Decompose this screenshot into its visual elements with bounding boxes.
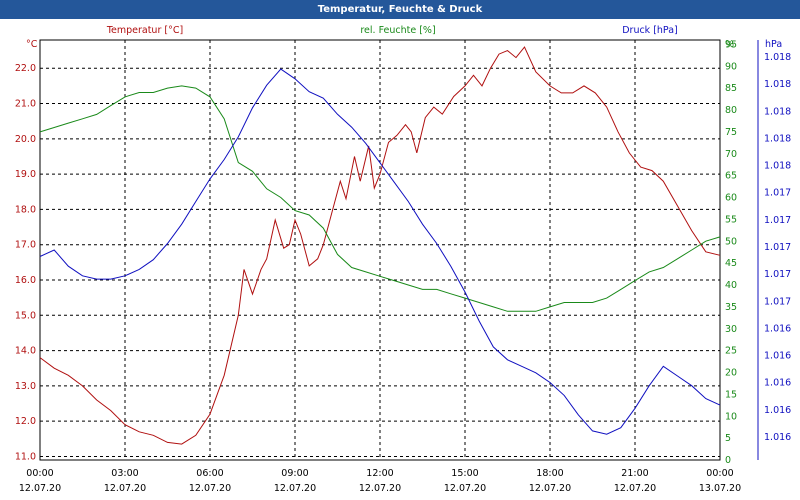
- tick-label-temperature: 12.0: [15, 416, 36, 427]
- tick-label-x-date: 12.07.20: [444, 483, 486, 494]
- tick-label-humidity: 75: [725, 127, 737, 138]
- tick-label-pressure: 1.016: [764, 351, 791, 362]
- tick-label-x-date: 12.07.20: [19, 483, 61, 494]
- axis-unit-humidity: %: [725, 39, 734, 50]
- tick-label-temperature: 17.0: [15, 240, 36, 251]
- tick-label-x-time: 09:00: [281, 468, 308, 479]
- axis-label-temperature: Temperatur [°C]: [106, 25, 183, 36]
- tick-label-humidity: 80: [725, 105, 737, 116]
- tick-label-pressure: 1.017: [764, 296, 791, 307]
- tick-label-humidity: 85: [725, 83, 737, 94]
- tick-label-x-time: 21:00: [621, 468, 648, 479]
- axis-label-humidity: rel. Feuchte [%]: [360, 25, 435, 36]
- tick-label-x-time: 18:00: [536, 468, 563, 479]
- tick-label-humidity: 60: [725, 193, 737, 204]
- tick-label-x-time: 12:00: [366, 468, 393, 479]
- tick-label-x-date: 12.07.20: [189, 483, 231, 494]
- tick-label-temperature: 20.0: [15, 134, 36, 145]
- tick-label-x-date: 12.07.20: [104, 483, 146, 494]
- tick-label-x-time: 00:00: [706, 468, 733, 479]
- tick-label-pressure: 1.017: [764, 188, 791, 199]
- series-line-right1: [39, 85, 721, 312]
- tick-label-temperature: 13.0: [15, 381, 36, 392]
- tick-label-temperature: 15.0: [15, 310, 36, 321]
- tick-label-temperature: 22.0: [15, 63, 36, 74]
- tick-label-pressure: 1.016: [764, 378, 791, 389]
- tick-label-x-date: 13.07.20: [699, 483, 741, 494]
- tick-label-pressure: 1.016: [764, 432, 791, 443]
- tick-label-x-time: 03:00: [111, 468, 138, 479]
- tick-label-pressure: 1.018: [764, 161, 791, 172]
- tick-label-x-date: 12.07.20: [274, 483, 316, 494]
- tick-label-humidity: 35: [725, 302, 737, 313]
- tick-label-temperature: 18.0: [15, 204, 36, 215]
- series-line-right2: [39, 68, 721, 435]
- tick-label-pressure: 1.017: [764, 215, 791, 226]
- grid-lines: [40, 40, 720, 460]
- tick-label-humidity: 0: [725, 455, 731, 466]
- axis-label-pressure: Druck [hPa]: [622, 25, 678, 36]
- tick-label-humidity: 65: [725, 171, 737, 182]
- tick-label-humidity: 5: [725, 433, 731, 444]
- tick-label-x-time: 00:00: [26, 468, 53, 479]
- tick-label-pressure: 1.017: [764, 242, 791, 253]
- pressure-tick-labels: 1.018 1.018 1.018 1.018 1.018 1.017 1.017 1.017…: [757, 40, 791, 460]
- series-lines: [39, 46, 721, 445]
- tick-label-humidity: 90: [725, 61, 737, 72]
- axis-unit-pressure: hPa: [765, 39, 782, 50]
- tick-label-pressure: 1.018: [764, 79, 791, 90]
- tick-label-x-date: 12.07.20: [529, 483, 571, 494]
- tick-label-humidity: 10: [725, 411, 737, 422]
- tick-label-x-date: 12.07.20: [614, 483, 656, 494]
- temperature-tick-labels: 22.0 21.0 20.0 19.0 18.0 17.0 16.0 15.0 14.0 13.0…: [15, 63, 36, 462]
- tick-label-temperature: 19.0: [15, 169, 36, 180]
- tick-label-humidity: 15: [725, 389, 737, 400]
- tick-label-pressure: 1.018: [764, 52, 791, 63]
- tick-label-pressure: 1.017: [764, 269, 791, 280]
- tick-label-temperature: 14.0: [15, 346, 36, 357]
- tick-label-pressure: 1.018: [764, 106, 791, 117]
- tick-label-x-time: 15:00: [451, 468, 478, 479]
- axis-unit-temperature: °C: [26, 39, 38, 50]
- tick-label-temperature: 11.0: [15, 451, 36, 462]
- tick-label-pressure: 1.018: [764, 133, 791, 144]
- tick-label-humidity: 50: [725, 236, 737, 247]
- tick-label-temperature: 21.0: [15, 99, 36, 110]
- series-line-left: [39, 46, 721, 445]
- tick-label-pressure: 1.016: [764, 405, 791, 416]
- tick-label-humidity: 25: [725, 346, 737, 357]
- tick-label-humidity: 45: [725, 258, 737, 269]
- tick-label-humidity: 20: [725, 368, 737, 379]
- tick-label-humidity: 40: [725, 280, 737, 291]
- x-tick-labels: 00:00 12.07.20 03:00 12.07.20 06:00 12.07.20 0…: [19, 468, 741, 494]
- tick-label-x-time: 06:00: [196, 468, 223, 479]
- tick-label-humidity: 70: [725, 149, 737, 160]
- tick-label-humidity: 95: [725, 39, 737, 50]
- tick-label-x-date: 12.07.20: [359, 483, 401, 494]
- tick-label-pressure: 1.016: [764, 323, 791, 334]
- tick-label-humidity: 30: [725, 324, 737, 335]
- chart-title: Temperatur, Feuchte & Druck: [0, 0, 800, 19]
- tick-label-temperature: 16.0: [15, 275, 36, 286]
- tick-label-humidity: 55: [725, 214, 737, 225]
